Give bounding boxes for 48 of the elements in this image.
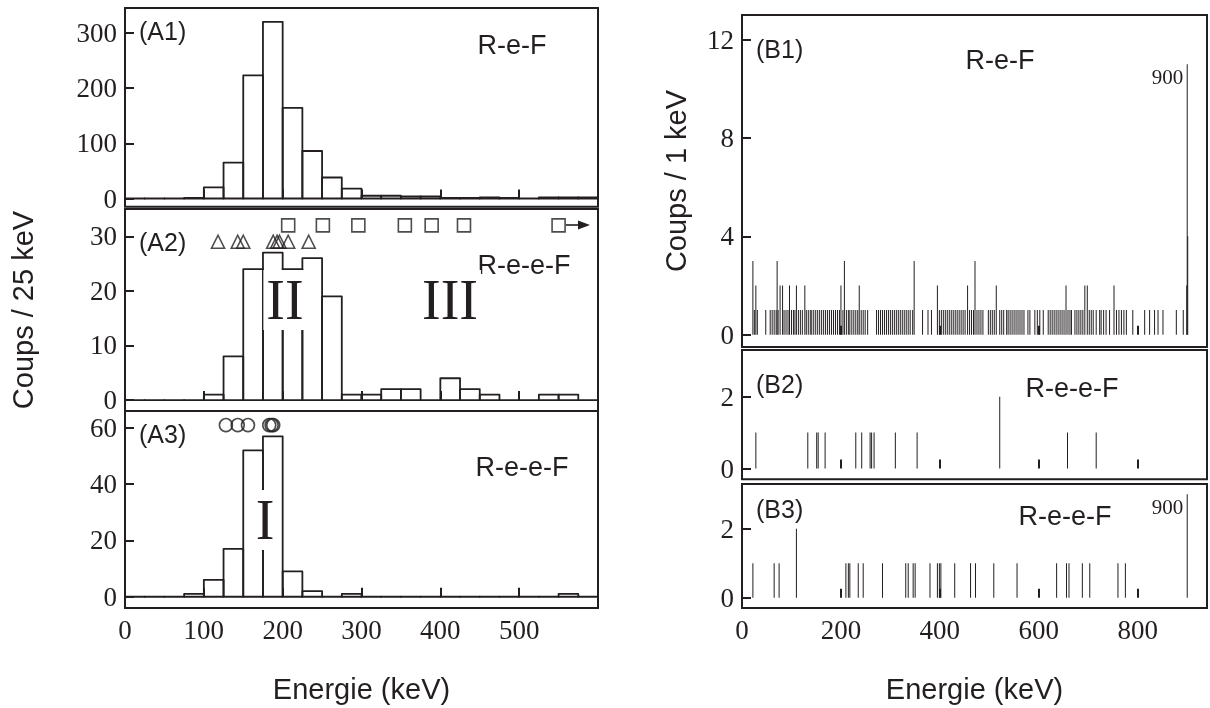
y-tick-label: 2 [720, 513, 734, 544]
y-tick-label: 12 [707, 24, 734, 55]
y-tick-label: 0 [103, 183, 117, 214]
y-tick-label: 4 [720, 221, 735, 252]
x-tick-label: 500 [498, 614, 540, 645]
y-tick-label: 10 [90, 330, 117, 361]
y-tick-label: 20 [90, 275, 117, 306]
x-tick-label: 400 [919, 614, 961, 645]
y-tick-label: 40 [90, 469, 117, 500]
y-axis-title: Coups / 25 keV [6, 210, 39, 410]
annotation: R-e-F [965, 45, 1035, 75]
chart-title: (A1) [139, 16, 187, 45]
x-tick-label: 200 [262, 614, 303, 645]
text: (B2) [756, 369, 804, 398]
annotation: I [255, 489, 275, 551]
x-tick-label: 800 [1117, 614, 1158, 645]
annotation: R-e-e-F [1025, 373, 1119, 403]
annotation: II [266, 269, 304, 331]
y-tick-label: 20 [90, 525, 117, 556]
y-tick-label: 100 [76, 128, 117, 159]
text: (A2) [139, 227, 187, 256]
y-tick-label: 2 [720, 381, 734, 412]
x-axis-title: Energie (keV) [885, 672, 1064, 705]
y-tick-label: 0 [720, 582, 734, 613]
x-tick-label: 200 [820, 614, 862, 645]
y-tick-label: 30 [90, 221, 117, 252]
annotation: 900 [1151, 64, 1184, 89]
x-tick-label: 600 [1018, 614, 1060, 645]
y-tick-label: 0 [103, 581, 117, 612]
y-tick-label: 8 [720, 122, 734, 153]
chart-title: (A3) [139, 419, 187, 448]
y-tick-label: 200 [76, 73, 117, 104]
annotation: R-e-e-F [1018, 501, 1112, 531]
annotation: R-e-e-F [475, 452, 569, 482]
text: (B1) [756, 34, 804, 63]
x-axis-title: Energie (keV) [272, 672, 451, 705]
y-axis-title: Coups / 1 keV [659, 89, 692, 273]
annotation: R-e-e-F [477, 250, 571, 280]
chart-title: (B3) [756, 494, 804, 523]
annotation: 900 [1151, 494, 1184, 519]
x-tick-label: 100 [183, 614, 225, 645]
annotation: R-e-F [477, 30, 547, 60]
y-tick-label: 300 [76, 17, 117, 48]
y-tick-label: 0 [720, 319, 734, 350]
y-tick-label: 0 [720, 453, 734, 484]
annotation: III [422, 269, 478, 331]
x-tick-label: 400 [420, 614, 461, 645]
x-tick-label: 300 [341, 614, 382, 645]
